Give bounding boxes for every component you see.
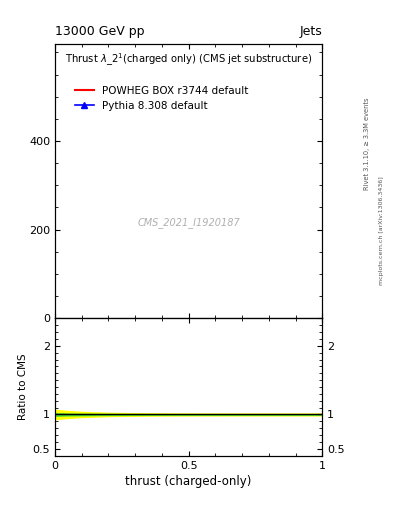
Text: 13000 GeV pp: 13000 GeV pp bbox=[55, 26, 145, 38]
Text: Rivet 3.1.10, ≥ 3.3M events: Rivet 3.1.10, ≥ 3.3M events bbox=[364, 97, 371, 189]
X-axis label: thrust (charged-only): thrust (charged-only) bbox=[125, 475, 252, 488]
Text: CMS_2021_I1920187: CMS_2021_I1920187 bbox=[137, 217, 240, 227]
Text: Jets: Jets bbox=[299, 26, 322, 38]
Text: mcplots.cern.ch [arXiv:1306.3436]: mcplots.cern.ch [arXiv:1306.3436] bbox=[379, 176, 384, 285]
Legend: POWHEG BOX r3744 default, Pythia 8.308 default: POWHEG BOX r3744 default, Pythia 8.308 d… bbox=[71, 82, 253, 115]
Y-axis label: Ratio to CMS: Ratio to CMS bbox=[18, 354, 28, 420]
Text: Thrust $\lambda$_2$^1$(charged only) (CMS jet substructure): Thrust $\lambda$_2$^1$(charged only) (CM… bbox=[65, 52, 312, 69]
